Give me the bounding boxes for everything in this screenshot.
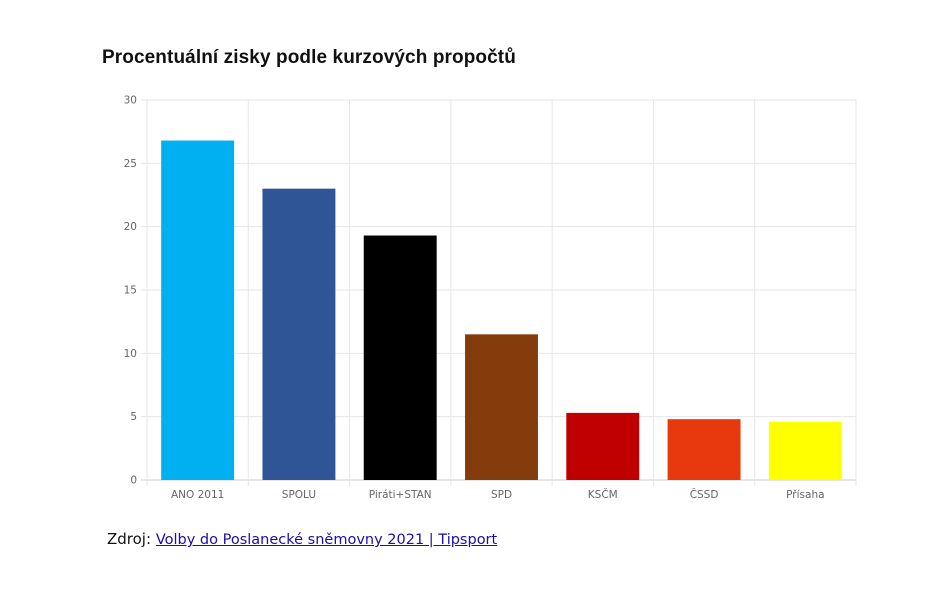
bar-1 [161, 140, 235, 481]
bar-2 [262, 188, 336, 480]
x-tick-label: Přísaha [786, 489, 824, 501]
x-tick-label: KSČM [588, 488, 618, 501]
y-tick-label: 25 [124, 158, 137, 170]
x-tick-label: ČSSD [690, 488, 719, 501]
source-link[interactable]: Volby do Poslanecké sněmovny 2021 | Tips… [155, 532, 498, 548]
bar-chart: 0 5 10 15 20 25 30 ANO 2011 SPOLU Piráti+STAN SPD… [124, 95, 857, 501]
y-tick-label: 30 [124, 95, 137, 107]
chart-title: Procentuální zisky podle kurzových propo… [102, 47, 516, 68]
bar-3 [363, 235, 437, 480]
x-tick-label: Piráti+STAN [369, 489, 432, 501]
bar-5 [566, 412, 640, 480]
source-label: Zdroj: [107, 530, 152, 548]
bars [161, 140, 842, 481]
x-tick-label: SPD [491, 489, 512, 501]
bar-6 [667, 419, 741, 480]
y-tick-label: 15 [124, 285, 137, 297]
source-line: Zdroj: Volby do Poslanecké sněmovny 2021… [107, 530, 497, 548]
x-tick-label: SPOLU [282, 489, 316, 501]
y-tick-label: 20 [124, 221, 137, 233]
chart-grid [141, 99, 857, 486]
y-tick-label: 10 [124, 348, 137, 360]
y-tick-label: 5 [130, 411, 137, 423]
bar-4 [465, 334, 538, 480]
y-axis-ticks: 0 5 10 15 20 25 30 [124, 95, 137, 487]
x-tick-label: ANO 2011 [171, 489, 224, 501]
bar-7 [768, 421, 842, 480]
y-tick-label: 0 [130, 475, 137, 487]
x-axis-labels: ANO 2011 SPOLU Piráti+STAN SPD KSČM ČSSD Přísa… [171, 488, 825, 501]
